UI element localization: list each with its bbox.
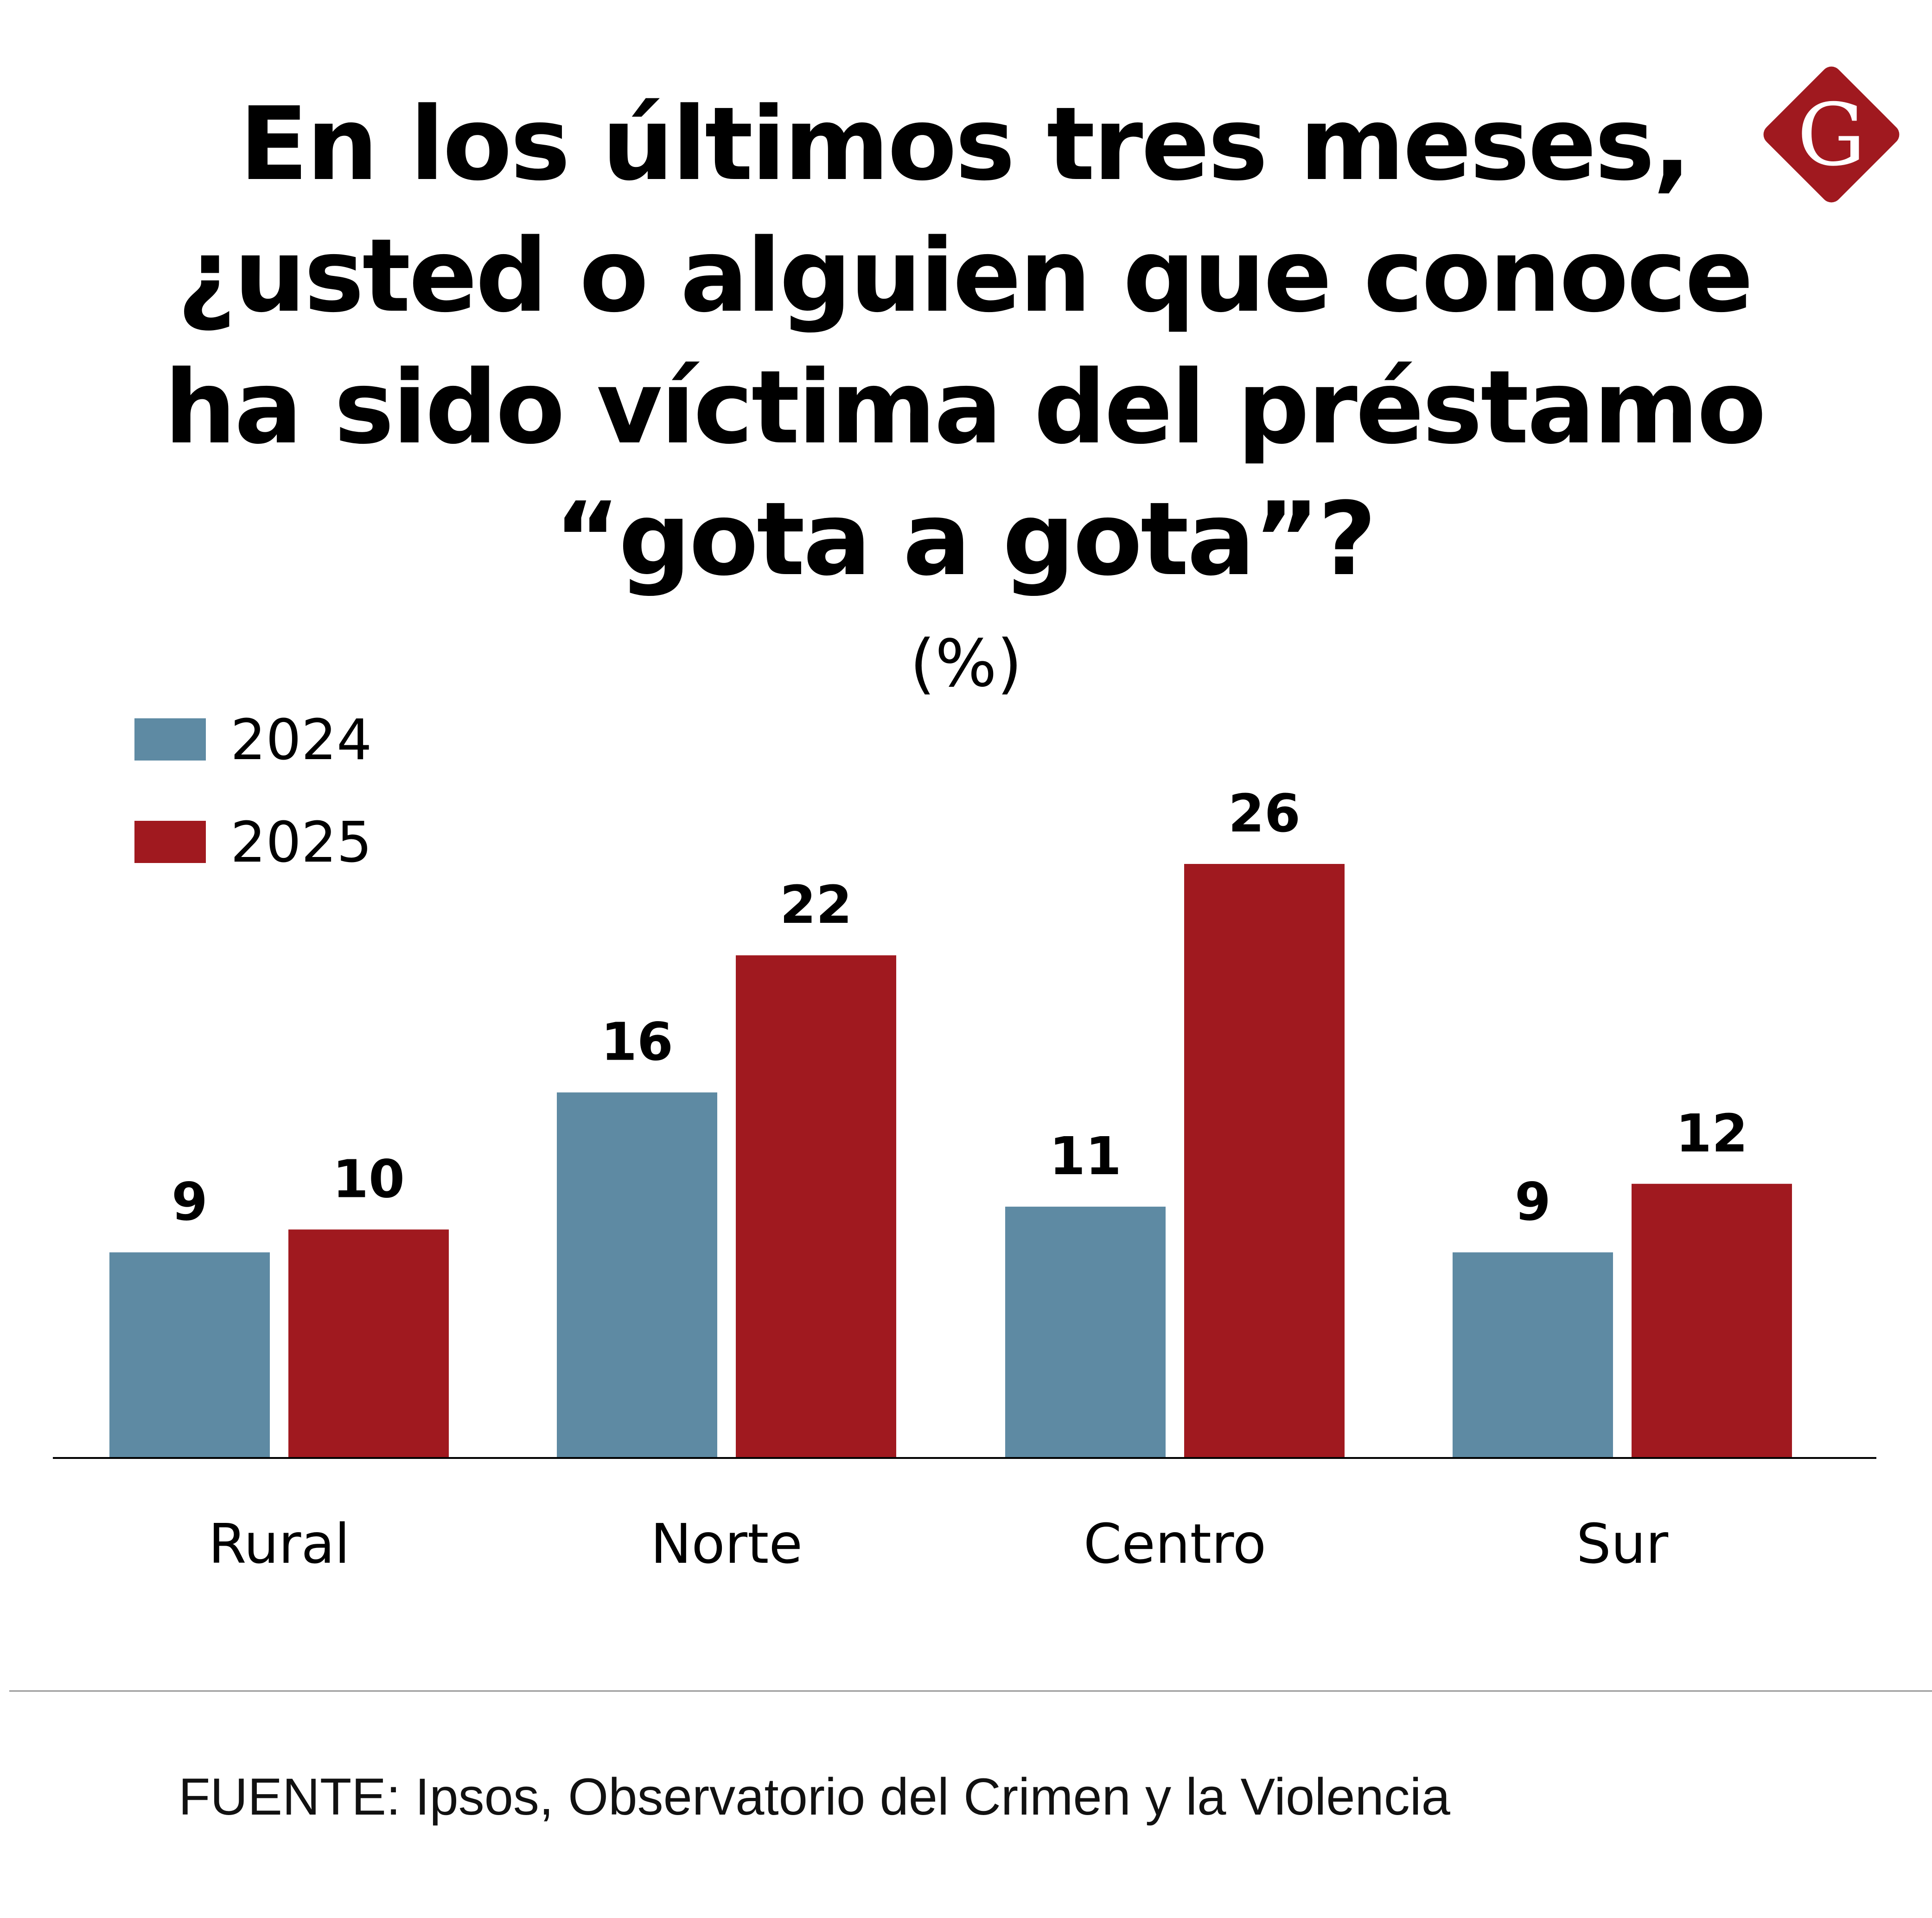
value-label: 26 — [1228, 784, 1301, 844]
category-label: Norte — [650, 1512, 803, 1576]
legend-label-2024: 2024 — [230, 708, 372, 773]
bar-centro-2025 — [1184, 864, 1345, 1458]
category-label: Sur — [1576, 1512, 1669, 1576]
value-label: 11 — [1049, 1126, 1122, 1187]
value-label: 10 — [332, 1149, 405, 1209]
category-label: Centro — [1084, 1512, 1266, 1576]
logo-letter: G — [1797, 85, 1866, 185]
category-label: Rural — [208, 1512, 350, 1576]
bar-rural-2025 — [288, 1229, 449, 1458]
legend-swatch-2025 — [134, 821, 206, 863]
logo: G — [1763, 66, 1900, 203]
bar-sur-2024 — [1453, 1252, 1613, 1458]
logo-diamond — [1763, 66, 1900, 203]
bar-centro-2024 — [1005, 1207, 1166, 1458]
separator — [9, 1690, 1932, 1692]
bar-norte-2024 — [557, 1092, 717, 1458]
value-label: 16 — [601, 1012, 673, 1073]
legend: 2024 2025 — [134, 708, 372, 875]
chart-title: En los últimos tres meses, ¿usted o algui… — [164, 86, 1766, 598]
bar-sur-2025 — [1632, 1183, 1792, 1458]
bar-rural-2024 — [109, 1252, 270, 1458]
value-label: 22 — [780, 875, 852, 935]
legend-swatch-2024 — [134, 718, 206, 761]
legend-label-2025: 2025 — [230, 811, 372, 875]
bar-norte-2025 — [736, 955, 896, 1458]
value-label: 9 — [1515, 1172, 1551, 1233]
chart-subtitle: (%) — [910, 626, 1022, 702]
value-label: 9 — [172, 1172, 208, 1233]
value-label: 12 — [1676, 1104, 1748, 1164]
source-note: FUENTE: Ipsos, Observatorio del Crimen y… — [179, 1768, 1450, 1826]
